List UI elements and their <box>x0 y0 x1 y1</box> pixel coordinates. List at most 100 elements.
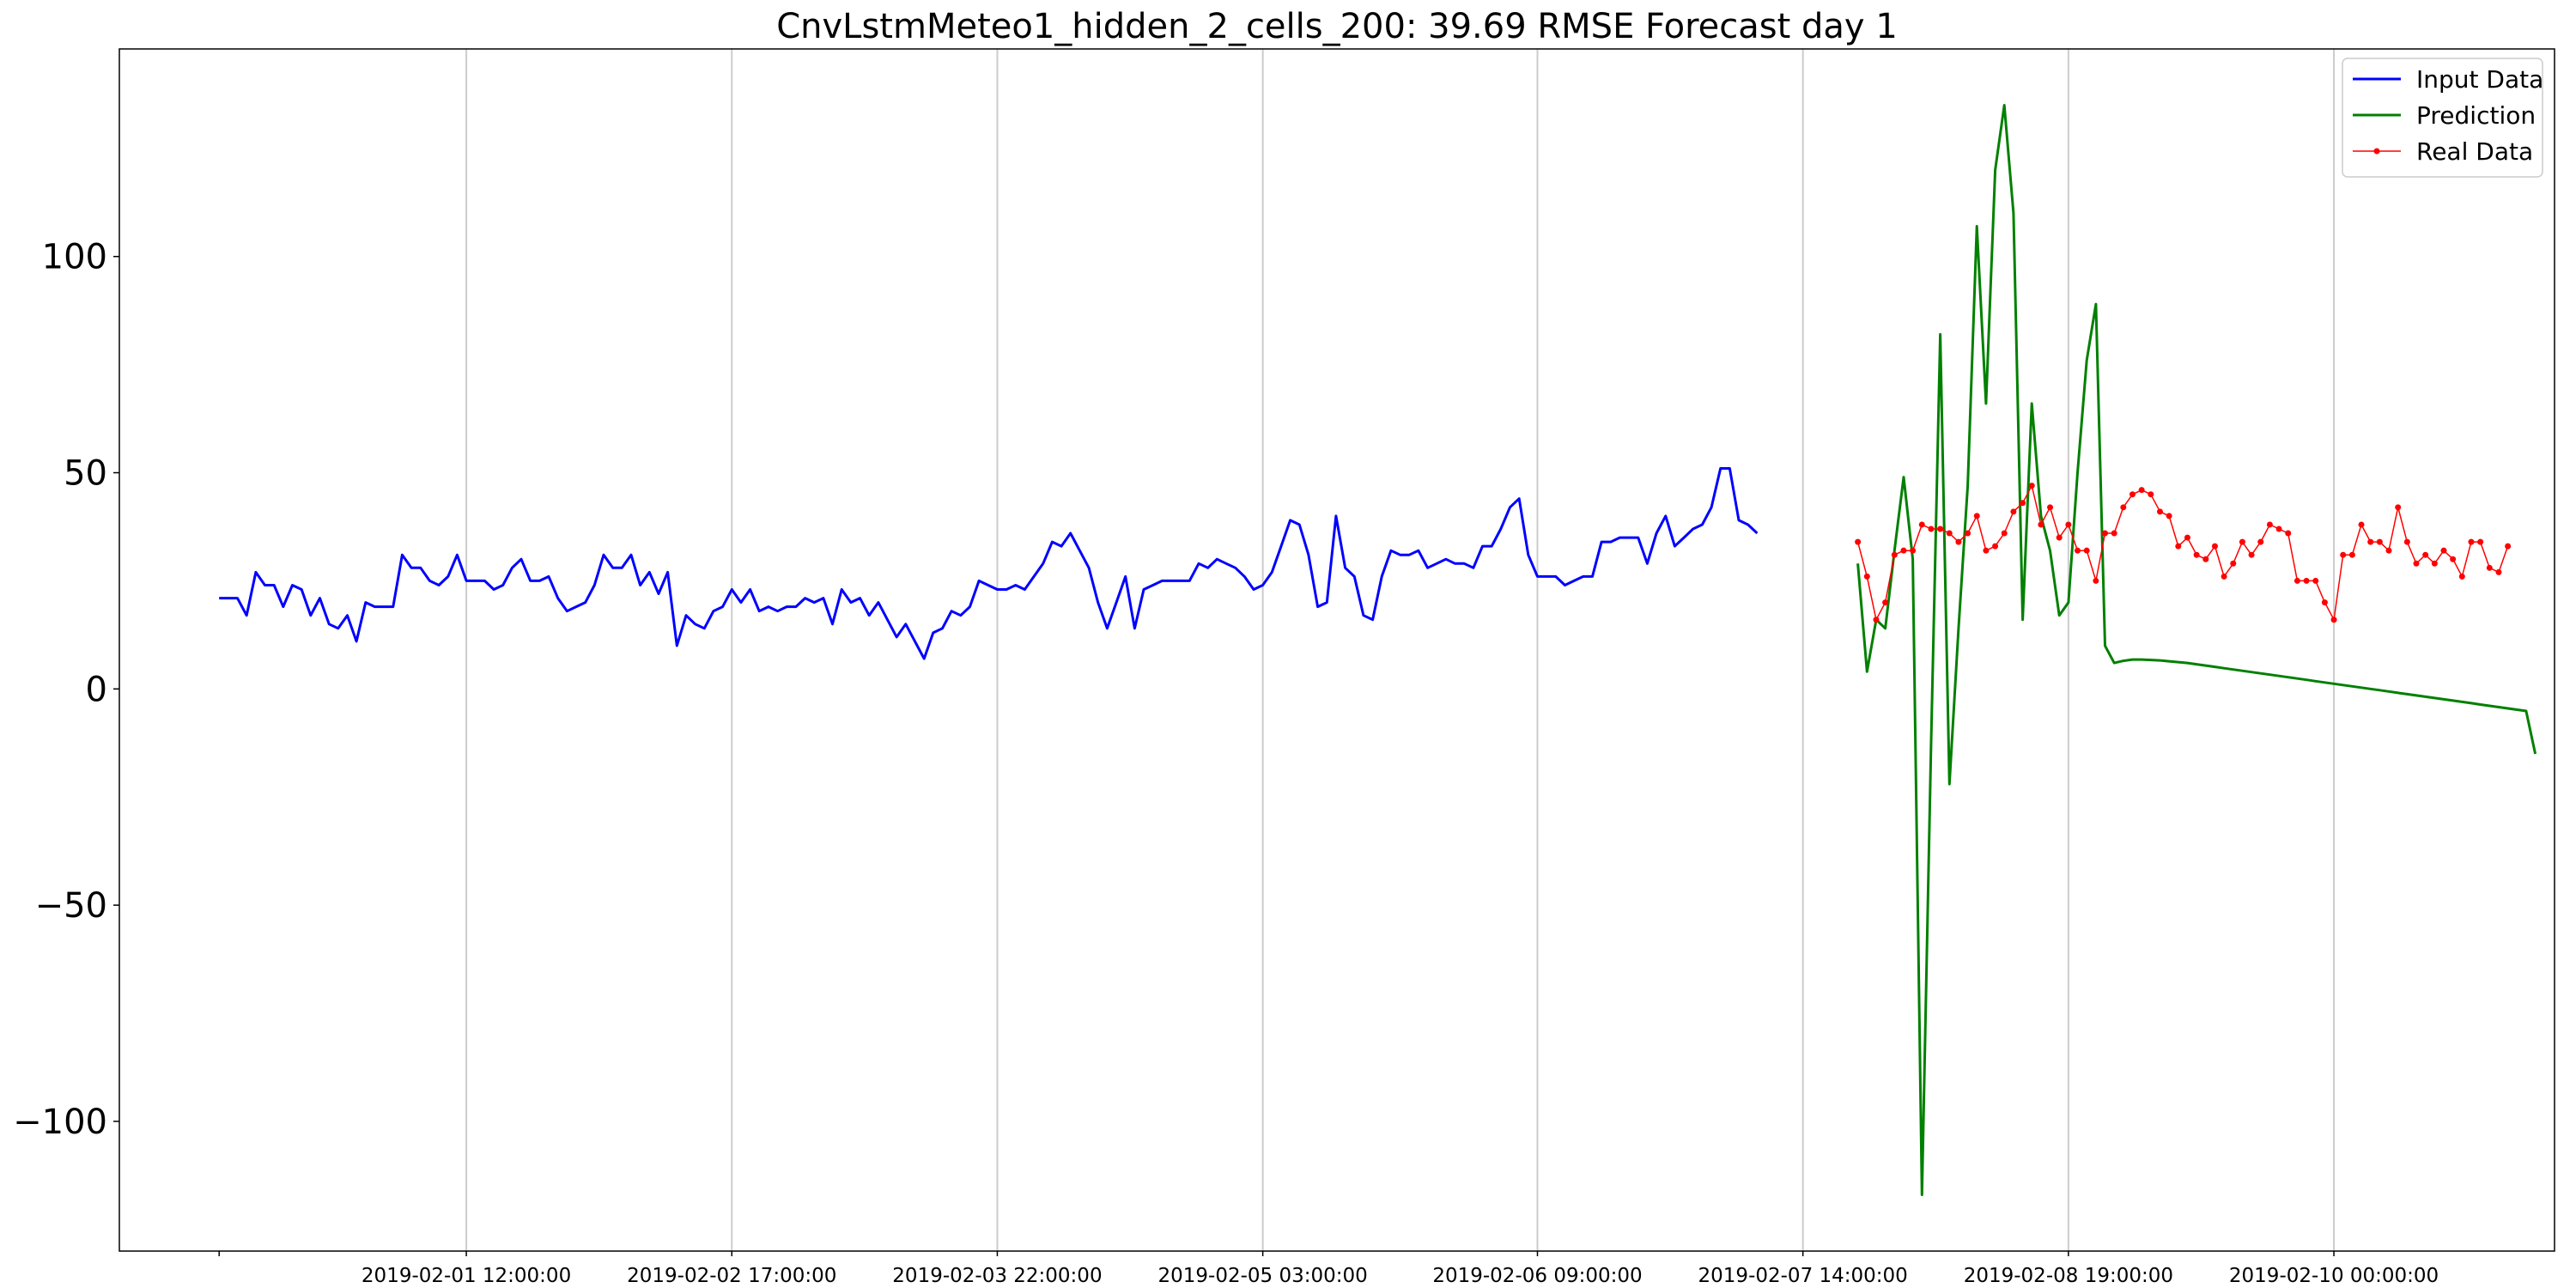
real-data-point <box>2038 521 2044 528</box>
chart-title: CnvLstmMeteo1_hidden_2_cells_200: 39.69 … <box>776 7 1898 46</box>
real-data-point <box>2330 617 2337 623</box>
real-data-point <box>2010 508 2017 515</box>
real-data-point <box>2285 530 2292 537</box>
real-data-point <box>2266 521 2273 528</box>
real-data-point <box>2129 491 2136 498</box>
real-data-point <box>2020 500 2026 507</box>
real-data-point <box>2184 534 2190 541</box>
real-data-point <box>2211 543 2218 550</box>
real-data-point <box>2486 564 2493 571</box>
real-data-point <box>1918 521 1925 528</box>
real-data-point <box>1965 530 1971 537</box>
real-data-point <box>2413 560 2420 567</box>
x-tick-label: 2019-02-05 03:00:00 <box>1158 1265 1368 1287</box>
real-data-point <box>2138 487 2145 494</box>
y-tick-label: 100 <box>42 238 107 277</box>
real-data-point <box>1928 526 1935 532</box>
real-data-point <box>1900 547 1907 554</box>
real-data-point <box>2431 560 2438 567</box>
real-data-point <box>2358 521 2365 528</box>
real-data-point <box>2303 577 2310 584</box>
real-data-point <box>2321 599 2328 606</box>
real-data-point <box>2166 513 2172 519</box>
vertical-gridlines <box>465 49 2336 1251</box>
real-data-point <box>2367 538 2374 545</box>
real-data-point <box>2422 551 2429 558</box>
data-series <box>219 104 2537 1196</box>
y-axis-ticks: −100 −50 0 50 100 <box>13 238 119 1142</box>
real-data-point <box>2403 538 2410 545</box>
legend-real-data-label: Real Data <box>2416 137 2533 166</box>
real-data-point <box>2193 551 2200 558</box>
prediction-series-line <box>1856 104 2537 1196</box>
real-data-point <box>2468 538 2475 545</box>
real-data-point <box>2028 483 2035 489</box>
real-data-point <box>2505 543 2512 550</box>
real-data-point <box>2047 504 2054 511</box>
real-data-point <box>1955 538 1962 545</box>
y-tick-label: −50 <box>35 886 107 926</box>
real-data-point <box>2075 547 2081 554</box>
real-data-point <box>1873 617 1880 623</box>
input-data-series-line <box>219 467 1759 660</box>
real-data-point <box>2175 543 2182 550</box>
real-data-point <box>2257 538 2264 545</box>
real-data-point <box>2293 577 2300 584</box>
real-data-point <box>2275 526 2282 532</box>
real-data-point <box>2450 556 2457 562</box>
real-data-point <box>1863 573 1870 580</box>
real-data-point <box>1882 599 1889 606</box>
real-data-point <box>2440 547 2447 554</box>
real-data-point <box>1855 538 1862 545</box>
real-data-point <box>2458 573 2465 580</box>
y-tick-label: 50 <box>64 454 107 494</box>
x-tick-label: 2019-02-10 00:00:00 <box>2229 1265 2439 1287</box>
real-data-point <box>2120 504 2127 511</box>
real-data-point <box>2111 530 2117 537</box>
real-data-point <box>2348 551 2355 558</box>
real-data-point <box>2156 508 2163 515</box>
real-data-point <box>2148 491 2154 498</box>
real-data-point <box>2102 530 2109 537</box>
real-data-point <box>2477 538 2484 545</box>
real-data-point <box>2239 538 2245 545</box>
real-data-point <box>2083 547 2090 554</box>
real-data-point <box>1992 543 1999 550</box>
real-data-point <box>2056 534 2063 541</box>
x-tick-label: 2019-02-08 19:00:00 <box>1964 1265 2173 1287</box>
real-data-point <box>1946 530 1953 537</box>
legend-real-data-marker <box>2373 148 2380 155</box>
x-tick-label: 2019-02-07 14:00:00 <box>1698 1265 1908 1287</box>
real-data-series-line <box>1856 484 2509 621</box>
real-data-point <box>2312 577 2319 584</box>
plot-frame <box>118 48 2555 1252</box>
legend-prediction-label: Prediction <box>2416 101 2536 130</box>
legend-box <box>2342 58 2543 178</box>
legend-input-data-label: Input Data <box>2416 65 2543 94</box>
real-data-point <box>1891 551 1898 558</box>
real-data-point <box>1973 513 1980 519</box>
real-data-point <box>1937 526 1944 532</box>
real-data-point <box>2093 577 2099 584</box>
real-data-point <box>2395 504 2402 511</box>
real-data-point <box>2221 573 2227 580</box>
x-tick-label: 2019-02-02 17:00:00 <box>627 1265 836 1287</box>
real-data-point <box>2495 568 2502 575</box>
real-data-point <box>1983 547 1990 554</box>
real-data-point <box>2376 538 2383 545</box>
real-data-point <box>2340 551 2347 558</box>
real-data-point <box>2202 556 2209 562</box>
real-data-point <box>2065 521 2072 528</box>
y-tick-label: 0 <box>86 670 107 709</box>
real-data-point <box>2385 547 2392 554</box>
y-tick-label: −100 <box>13 1103 107 1142</box>
x-axis-ticks: 2019-02-01 12:00:00 2019-02-02 17:00:00 20… <box>218 1251 2439 1287</box>
x-tick-label: 2019-02-01 12:00:00 <box>361 1265 571 1287</box>
real-data-point <box>2248 551 2255 558</box>
legend: Input Data Prediction Real Data <box>2342 58 2543 178</box>
x-tick-label: 2019-02-06 09:00:00 <box>1432 1265 1642 1287</box>
x-tick-label: 2019-02-03 22:00:00 <box>892 1265 1102 1287</box>
real-data-point <box>2230 560 2237 567</box>
real-data-point <box>2001 530 2008 537</box>
